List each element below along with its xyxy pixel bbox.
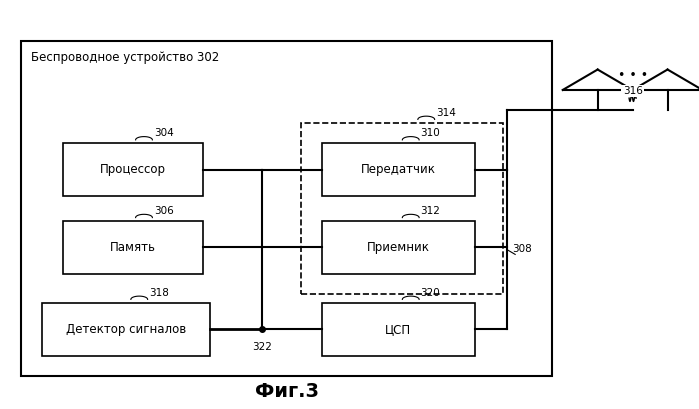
- Text: 316: 316: [623, 86, 642, 96]
- FancyBboxPatch shape: [63, 221, 203, 274]
- Text: Беспроводное устройство 302: Беспроводное устройство 302: [31, 51, 219, 64]
- FancyBboxPatch shape: [42, 303, 210, 356]
- Text: • • •: • • •: [617, 69, 648, 82]
- Text: ЦСП: ЦСП: [385, 323, 412, 336]
- Text: Детектор сигналов: Детектор сигналов: [66, 323, 186, 336]
- Text: 304: 304: [154, 128, 173, 138]
- FancyBboxPatch shape: [322, 303, 475, 356]
- FancyBboxPatch shape: [21, 41, 552, 376]
- Text: Память: Память: [110, 241, 156, 254]
- Text: 312: 312: [421, 206, 440, 216]
- Text: 306: 306: [154, 206, 173, 216]
- Text: Приемник: Приемник: [367, 241, 430, 254]
- Text: 318: 318: [149, 288, 169, 298]
- FancyBboxPatch shape: [322, 143, 475, 196]
- Text: Передатчик: Передатчик: [361, 163, 436, 176]
- Text: 308: 308: [512, 245, 532, 254]
- Text: Фиг.3: Фиг.3: [254, 382, 319, 401]
- FancyBboxPatch shape: [322, 221, 475, 274]
- Text: 310: 310: [421, 128, 440, 138]
- Text: 314: 314: [436, 108, 456, 118]
- Text: 322: 322: [252, 342, 272, 351]
- Text: 320: 320: [421, 288, 440, 298]
- Text: Процессор: Процессор: [100, 163, 166, 176]
- FancyBboxPatch shape: [63, 143, 203, 196]
